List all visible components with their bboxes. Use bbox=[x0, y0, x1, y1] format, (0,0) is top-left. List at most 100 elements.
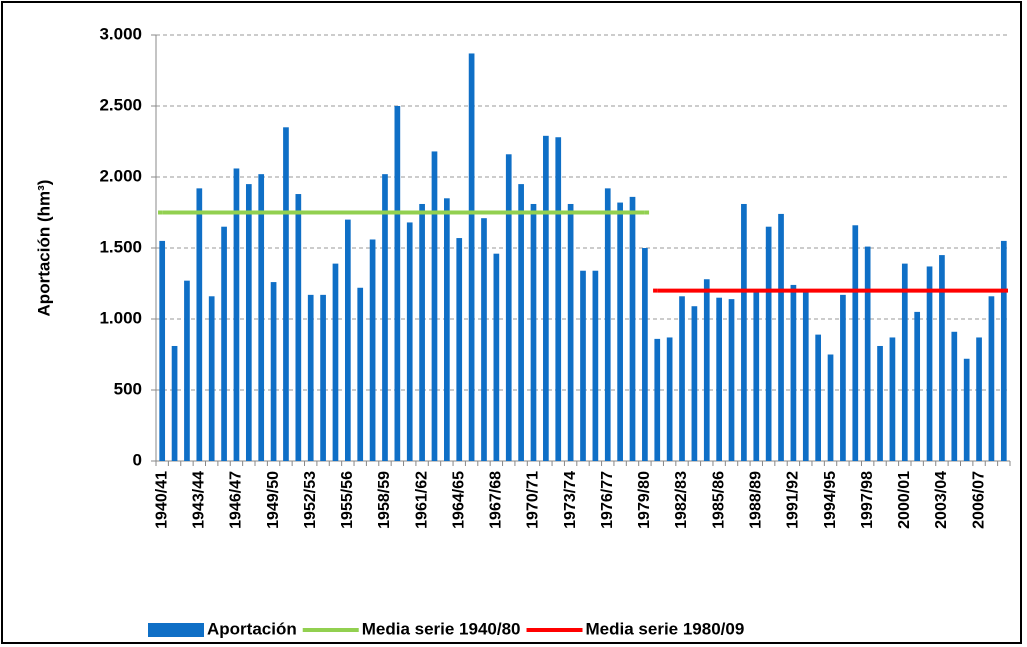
bar bbox=[753, 290, 760, 461]
bar bbox=[728, 299, 735, 461]
bar bbox=[963, 358, 970, 461]
y-tick-label: 3.000 bbox=[99, 24, 142, 43]
bar bbox=[951, 331, 958, 461]
bar bbox=[877, 345, 883, 461]
x-tick-label: 1997/98 bbox=[859, 471, 876, 529]
bar bbox=[1000, 240, 1007, 461]
legend-label: Media serie 1980/09 bbox=[586, 619, 745, 638]
x-tick-label: 1967/68 bbox=[488, 471, 505, 529]
x-tick-label: 1988/89 bbox=[747, 471, 764, 529]
bar bbox=[481, 218, 487, 461]
x-tick-label: 1958/59 bbox=[376, 471, 393, 529]
bar bbox=[518, 184, 524, 461]
bar bbox=[382, 174, 388, 461]
legend-label: Media serie 1940/80 bbox=[362, 619, 521, 638]
x-tick-label: 1970/71 bbox=[525, 471, 542, 529]
bar bbox=[233, 168, 240, 462]
bar bbox=[505, 154, 512, 461]
x-tick-label: 1952/53 bbox=[302, 471, 319, 529]
bar bbox=[790, 284, 797, 461]
bar bbox=[580, 270, 586, 461]
bar bbox=[530, 203, 537, 462]
bar bbox=[369, 239, 376, 461]
bar bbox=[307, 294, 314, 461]
x-tick-label: 1940/41 bbox=[153, 471, 170, 529]
bar bbox=[394, 106, 401, 461]
bar bbox=[344, 219, 351, 461]
y-axis-title: Aportación (hm³) bbox=[34, 180, 53, 317]
bar bbox=[852, 225, 859, 461]
bar bbox=[208, 296, 215, 461]
bar bbox=[654, 338, 661, 461]
bar bbox=[184, 280, 190, 461]
x-tick-label: 1961/62 bbox=[413, 471, 430, 529]
x-tick-label: 1985/86 bbox=[710, 471, 727, 529]
x-tick-label: 1955/56 bbox=[339, 471, 356, 529]
bar bbox=[840, 294, 846, 461]
bar bbox=[444, 198, 450, 462]
x-tick-label: 1976/77 bbox=[599, 471, 616, 529]
bar bbox=[332, 263, 339, 461]
bar bbox=[926, 266, 933, 461]
x-tick-label: 1979/80 bbox=[636, 471, 653, 529]
bar bbox=[914, 311, 921, 461]
y-tick-label: 1.500 bbox=[99, 237, 142, 256]
bar bbox=[159, 240, 166, 461]
bar bbox=[629, 196, 636, 461]
legend-swatch bbox=[148, 623, 204, 637]
bar bbox=[543, 135, 549, 461]
legend-label: Aportación bbox=[207, 619, 297, 638]
bar bbox=[666, 337, 673, 461]
x-tick-label: 2000/01 bbox=[896, 471, 913, 529]
bar bbox=[555, 137, 562, 462]
x-tick-label: 1973/74 bbox=[562, 471, 579, 529]
bar bbox=[617, 202, 623, 461]
bar bbox=[493, 253, 500, 461]
bar bbox=[320, 294, 326, 461]
bar bbox=[245, 184, 252, 461]
bar bbox=[889, 337, 896, 461]
bar bbox=[939, 255, 945, 461]
y-tick-label: 2.000 bbox=[99, 166, 142, 185]
bar bbox=[815, 334, 822, 461]
bar bbox=[406, 222, 413, 461]
bar bbox=[703, 279, 710, 461]
bar bbox=[295, 194, 302, 462]
bar bbox=[988, 296, 995, 461]
bar bbox=[468, 53, 475, 462]
bar bbox=[419, 203, 425, 462]
bar bbox=[864, 246, 871, 461]
bar bbox=[258, 174, 265, 461]
bar bbox=[456, 238, 463, 461]
x-tick-label: 2006/07 bbox=[970, 471, 987, 529]
x-tick-label: 1943/44 bbox=[191, 471, 208, 529]
bar bbox=[357, 287, 364, 461]
bar bbox=[802, 292, 809, 461]
bar bbox=[679, 296, 685, 461]
bar bbox=[221, 226, 227, 461]
y-tick-label: 2.500 bbox=[99, 95, 142, 114]
bar bbox=[431, 151, 438, 461]
x-tick-label: 1982/83 bbox=[673, 471, 690, 529]
bar bbox=[691, 306, 698, 461]
bar bbox=[171, 345, 178, 461]
x-tick-label: 1991/92 bbox=[785, 471, 802, 529]
bar bbox=[976, 337, 982, 461]
bar bbox=[901, 263, 908, 461]
bar bbox=[778, 213, 784, 461]
bar bbox=[270, 282, 277, 461]
x-tick-label: 2003/04 bbox=[933, 471, 950, 529]
bar bbox=[642, 248, 648, 461]
bar bbox=[741, 203, 747, 462]
x-tick-label: 1946/47 bbox=[228, 471, 245, 529]
bar bbox=[283, 127, 289, 462]
bar bbox=[567, 203, 574, 462]
y-tick-label: 0 bbox=[133, 450, 142, 469]
bar bbox=[827, 354, 834, 461]
x-tick-label: 1964/65 bbox=[450, 471, 467, 529]
bar bbox=[196, 188, 203, 462]
x-tick-label: 1994/95 bbox=[822, 471, 839, 529]
bar bbox=[765, 226, 772, 461]
bar bbox=[592, 270, 599, 461]
